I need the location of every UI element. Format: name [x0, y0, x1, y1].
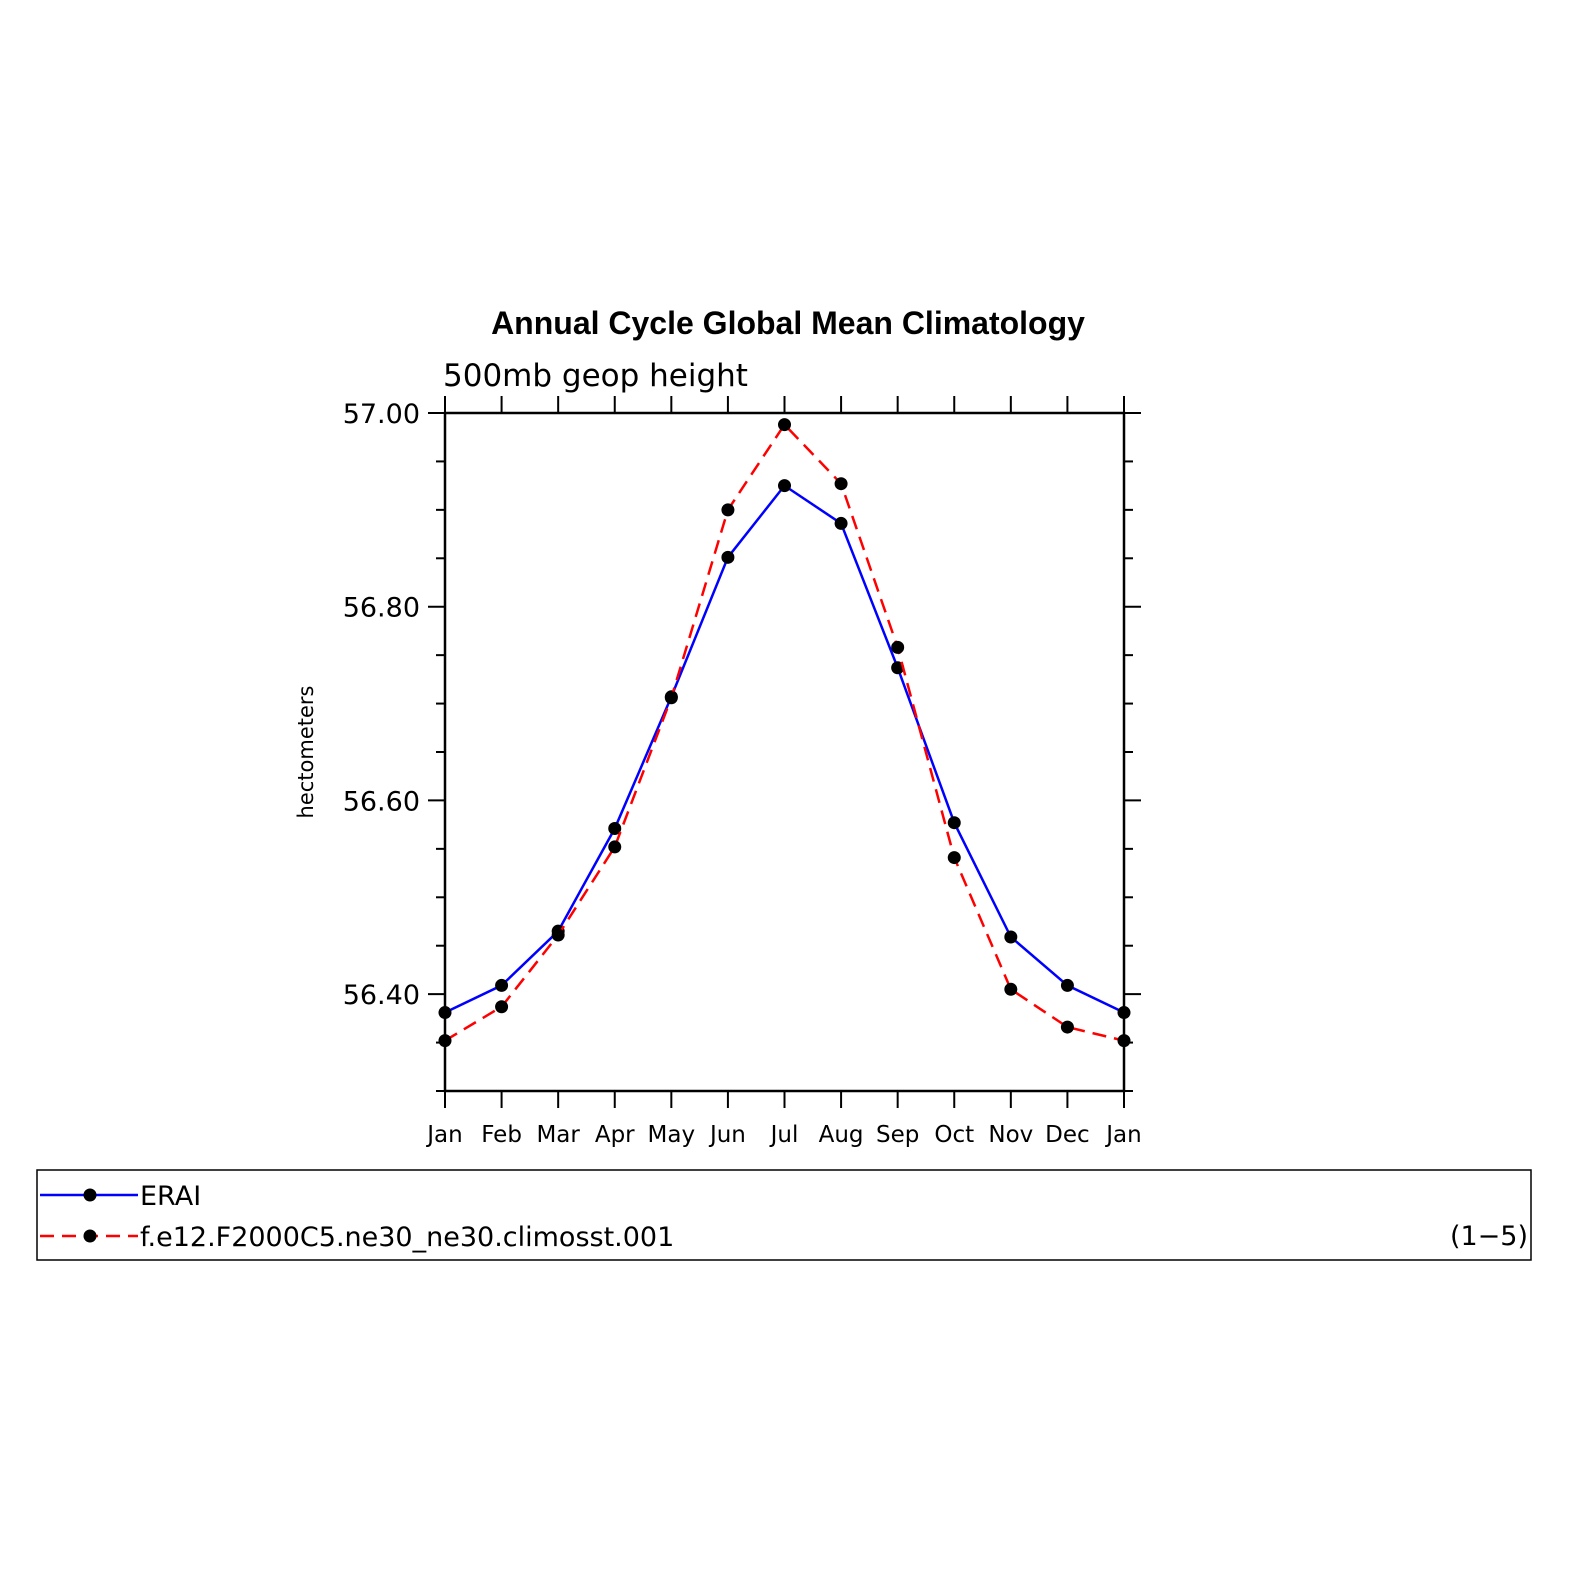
series-2-point — [834, 477, 848, 491]
plot-border — [443, 411, 1126, 1093]
y-axis-label: hectometers — [294, 686, 318, 819]
legend-box — [36, 1169, 1532, 1261]
legend-label-1: ERAI — [140, 1181, 201, 1212]
x-tick-label: Jan — [1104, 1122, 1141, 1148]
x-tick-label: Oct — [934, 1122, 974, 1148]
series-2-point — [721, 503, 735, 517]
series-2-point — [495, 1000, 509, 1014]
series-1-point — [1060, 978, 1074, 992]
chart-subtitle: 500mb geop height — [443, 358, 748, 394]
x-tick-label: Jun — [708, 1122, 746, 1148]
series-2-point — [664, 691, 678, 705]
x-tick-label: Mar — [536, 1122, 580, 1148]
series-line-1 — [444, 483, 1125, 1014]
series-1-point — [721, 550, 735, 564]
x-tick-label: Aug — [819, 1122, 864, 1148]
series-1-point — [834, 516, 848, 530]
series-2-point — [608, 840, 622, 854]
plot-frame — [443, 411, 1126, 1093]
series-1-point — [495, 978, 509, 992]
x-axis-ticks: Jan Feb Mar Apr May Jun Jul Aug Sep Oct Nov Dec Jan — [425, 396, 1142, 1148]
data-series — [438, 418, 1131, 1048]
series-1-point — [438, 1006, 452, 1020]
y-tick-label: 56.60 — [343, 786, 420, 817]
x-tick-label: Nov — [988, 1122, 1033, 1148]
series-1-point — [947, 816, 961, 830]
series-1-point — [778, 479, 791, 493]
series-2-point — [891, 640, 905, 654]
series-2-point — [1117, 1034, 1131, 1048]
x-tick-label: Apr — [595, 1122, 635, 1148]
y-tick-label: 56.40 — [343, 980, 420, 1011]
legend-note: (1−5) — [1450, 1221, 1528, 1252]
series-2-point — [1004, 982, 1018, 996]
x-tick-label: Feb — [481, 1122, 522, 1148]
series-2-point — [947, 851, 961, 865]
series-2-point — [778, 418, 791, 432]
series-2-point — [1060, 1020, 1074, 1034]
legend: ERAI f.e12.F2000C5.ne30_ne30.climosst.001… — [36, 1169, 1532, 1261]
x-tick-label: Dec — [1045, 1122, 1090, 1148]
chart-title: Annual Cycle Global Mean Climatology — [491, 305, 1085, 341]
series-1-point — [608, 822, 622, 836]
legend-marker-1 — [83, 1188, 97, 1202]
y-axis-ticks: 56.40 56.60 56.80 57.00 — [343, 399, 1141, 1092]
legend-label-2: f.e12.F2000C5.ne30_ne30.climosst.001 — [140, 1222, 674, 1253]
x-tick-label: Sep — [876, 1122, 919, 1148]
series-2-point — [438, 1034, 452, 1048]
x-tick-label: Jul — [769, 1122, 799, 1148]
series-1-point — [891, 661, 905, 675]
legend-marker-2 — [83, 1229, 97, 1243]
y-tick-label: 56.80 — [343, 593, 420, 624]
x-tick-label: May — [648, 1122, 696, 1148]
series-1-point — [1117, 1006, 1131, 1020]
series-1-point — [1004, 930, 1018, 944]
y-tick-label: 57.00 — [343, 399, 420, 430]
x-tick-label: Jan — [425, 1122, 462, 1148]
series-2-point — [551, 928, 565, 942]
